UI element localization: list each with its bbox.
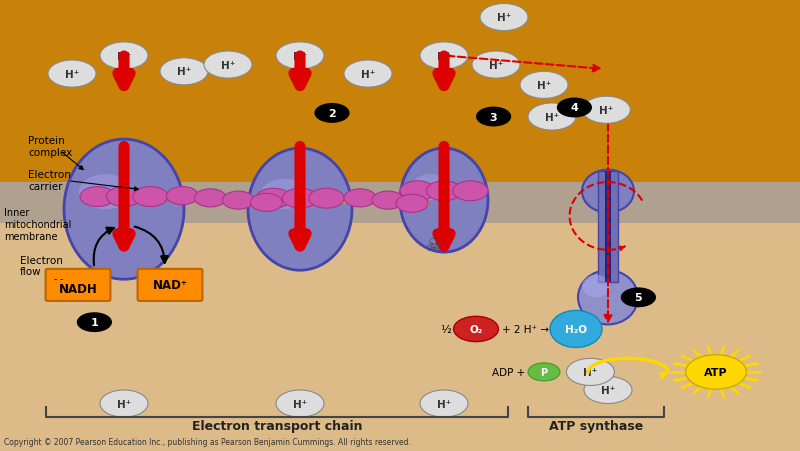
Text: H⁺: H⁺ [497,13,511,23]
Circle shape [160,59,208,86]
Text: H⁺: H⁺ [601,385,615,395]
Text: Electron transport chain: Electron transport chain [192,419,362,433]
Circle shape [400,181,435,201]
Bar [598,171,618,282]
Circle shape [520,72,568,99]
Text: H⁺: H⁺ [221,60,235,70]
Text: H⁺: H⁺ [65,69,79,79]
Text: ½: ½ [440,324,451,334]
Ellipse shape [582,170,634,213]
Circle shape [528,104,576,131]
Text: Electron
flow: Electron flow [20,255,63,277]
Circle shape [100,390,148,417]
Circle shape [77,313,112,332]
Circle shape [250,194,282,212]
Ellipse shape [261,179,308,210]
Circle shape [344,189,376,207]
Circle shape [454,317,498,342]
Circle shape [420,390,468,417]
Ellipse shape [582,275,610,298]
Circle shape [566,359,614,386]
Text: ADP +: ADP + [492,367,526,377]
Circle shape [557,98,592,118]
Circle shape [480,5,528,32]
Text: P: P [541,367,547,377]
Circle shape [582,97,630,124]
Text: H₂O: H₂O [565,324,587,334]
Text: H⁺: H⁺ [583,367,598,377]
Circle shape [372,192,404,210]
Ellipse shape [578,271,638,325]
Text: H⁺: H⁺ [293,51,307,61]
Text: H⁺: H⁺ [177,67,191,77]
Ellipse shape [248,149,352,271]
FancyBboxPatch shape [46,269,110,301]
Text: O₂: O₂ [470,324,482,334]
Circle shape [204,52,252,79]
Text: 3: 3 [490,112,498,122]
Circle shape [222,192,254,210]
Text: - -: - - [54,274,64,283]
Circle shape [80,187,115,207]
Text: ATP: ATP [704,367,728,377]
Circle shape [309,189,344,209]
Text: Protein
complex: Protein complex [28,136,72,157]
Bar [0,0,800,183]
Circle shape [314,104,350,124]
Circle shape [453,181,488,201]
Bar [0,223,800,451]
Circle shape [106,187,142,207]
Circle shape [133,187,168,207]
Text: ATP synthase: ATP synthase [549,419,643,433]
Circle shape [100,43,148,70]
Circle shape [472,52,520,79]
FancyBboxPatch shape [138,269,202,301]
Text: 2: 2 [328,109,336,119]
Bar [0,183,800,223]
Text: ☠: ☠ [426,237,442,255]
Circle shape [256,189,291,209]
Text: H⁺: H⁺ [117,399,131,409]
Text: H⁺: H⁺ [437,399,451,409]
Ellipse shape [411,175,450,201]
Ellipse shape [79,175,133,210]
Text: NAD⁺: NAD⁺ [153,279,187,292]
Text: 1: 1 [90,318,98,327]
Text: H⁺: H⁺ [293,399,307,409]
Circle shape [48,61,96,88]
Circle shape [420,43,468,70]
Text: H⁺: H⁺ [361,69,375,79]
Circle shape [166,187,198,205]
Text: Copyright © 2007 Pearson Education Inc., publishing as Pearson Benjamin Cummings: Copyright © 2007 Pearson Education Inc.,… [4,437,411,446]
Ellipse shape [64,140,184,280]
Circle shape [621,288,656,308]
Circle shape [686,355,746,389]
Text: Electron
carrier: Electron carrier [28,170,71,191]
Circle shape [194,189,226,207]
Circle shape [426,181,462,201]
Text: H⁺: H⁺ [437,51,451,61]
Ellipse shape [550,311,602,348]
Circle shape [584,377,632,404]
Circle shape [528,363,560,381]
Ellipse shape [400,149,488,253]
Text: H⁺: H⁺ [489,60,503,70]
Text: H⁺: H⁺ [599,106,614,115]
Text: NADH: NADH [58,282,98,295]
Circle shape [276,43,324,70]
Text: + 2 H⁺ →: + 2 H⁺ → [502,324,550,334]
Text: H⁺: H⁺ [537,81,551,91]
Text: 5: 5 [634,293,642,303]
Circle shape [476,107,511,127]
Text: H⁺: H⁺ [545,112,559,122]
Circle shape [282,189,318,209]
Circle shape [344,61,392,88]
Text: Inner
mitochondrial
membrane: Inner mitochondrial membrane [4,208,71,241]
Text: 4: 4 [570,103,578,113]
Bar [605,171,611,282]
Circle shape [276,390,324,417]
Text: H⁺: H⁺ [117,51,131,61]
Circle shape [396,195,428,213]
